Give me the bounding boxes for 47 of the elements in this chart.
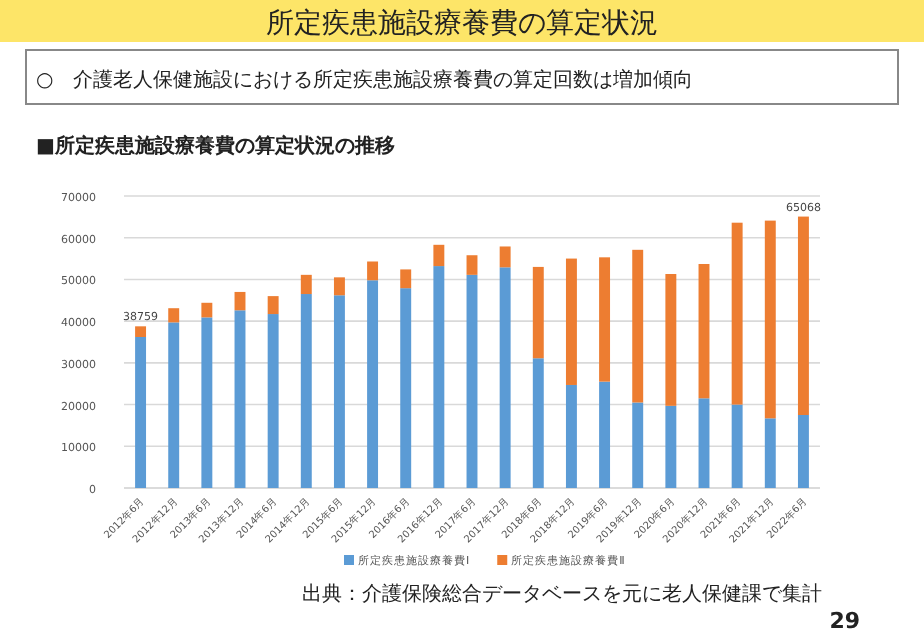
bar (300, 294, 312, 488)
bar (168, 322, 180, 488)
bar (764, 220, 776, 419)
bar (168, 308, 180, 323)
bar (632, 402, 644, 488)
bar (201, 302, 213, 318)
bar (267, 296, 279, 315)
bar (665, 405, 677, 488)
bar (400, 269, 412, 289)
bar (532, 358, 544, 488)
chart-subtitle: ○ 介護老人保健施設における所定疾患施設療養費の算定回数は増加傾向 (36, 68, 694, 92)
bar (532, 266, 544, 359)
bar (499, 267, 511, 488)
bar (731, 222, 743, 405)
bar (201, 317, 213, 488)
bar (599, 257, 611, 382)
bar (632, 249, 644, 403)
bar (367, 261, 379, 281)
bar (466, 274, 478, 488)
text: ■所定疾患施設療養費の算定状況の推移 (36, 134, 395, 158)
bar (797, 216, 809, 415)
bar (400, 288, 412, 488)
bar (599, 381, 611, 488)
bar (234, 291, 246, 311)
bar (797, 415, 809, 488)
bar (267, 314, 279, 488)
bar (234, 310, 246, 488)
bar (499, 246, 511, 268)
bar (367, 280, 379, 488)
bar (565, 384, 577, 488)
bar (135, 326, 147, 337)
chart-title: 所定疾患施設療養費の算定状況 (266, 8, 658, 40)
bar (466, 255, 478, 275)
bar (433, 244, 445, 267)
bar (433, 266, 445, 488)
bar (135, 336, 147, 488)
bar (333, 295, 345, 488)
bar (698, 263, 710, 399)
source-note: 出典：介護保険総合データベースを元に老人保健課で集計 (302, 582, 822, 606)
text: 29 (829, 608, 860, 634)
bar (764, 418, 776, 488)
bar (565, 258, 577, 385)
bar (300, 274, 312, 295)
bar (333, 277, 345, 296)
bar (665, 274, 677, 406)
bar (698, 398, 710, 488)
bar (731, 404, 743, 488)
